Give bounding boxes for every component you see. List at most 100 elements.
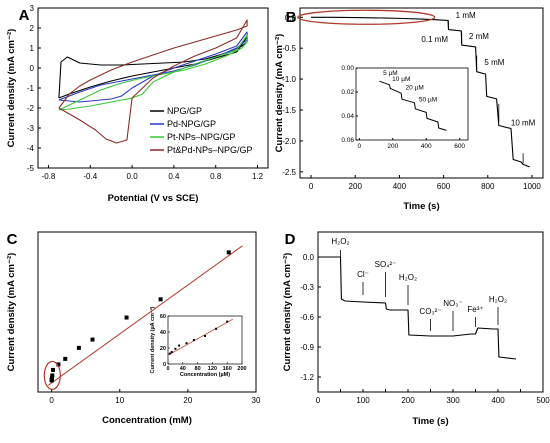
annotation-label: H₂O₂	[489, 295, 507, 304]
x-tick-label: 0.4	[168, 172, 180, 181]
data-point	[50, 367, 55, 372]
legend-label: Pt-NPs–NPG/GP	[167, 132, 236, 142]
x-tick-label: 0	[49, 396, 54, 405]
annotation-label: Cl⁻	[357, 270, 369, 279]
legend-label: Pt&Pd-NPs–NPG/GP	[167, 145, 253, 155]
x-tick-label: 1.2	[252, 172, 264, 181]
data-point	[158, 297, 163, 302]
y-tick-label: 1	[30, 44, 35, 53]
y-axis-label: Current density (mA cm⁻²)	[6, 29, 17, 148]
inset-x-tick-label: 40	[180, 366, 186, 372]
inset-y-tick-label: 0	[163, 362, 166, 368]
data-point	[124, 315, 129, 320]
inset-annotation-label: 20 µM	[406, 85, 424, 92]
y-tick-label: -0.9	[300, 343, 314, 352]
y-tick-label: -3	[27, 124, 35, 133]
plot-frame	[37, 7, 269, 169]
inset-data-point	[192, 339, 195, 341]
y-tick-label: -1	[27, 84, 35, 93]
inset-data-point	[170, 351, 173, 353]
x-tick-label: -0.4	[83, 172, 97, 181]
inset-y-tick-label: 0.04	[341, 113, 354, 120]
inset-x-tick-label: 200	[387, 143, 398, 150]
x-tick-label: 500	[536, 396, 550, 405]
x-tick-label: 0	[316, 396, 321, 405]
annotation-label: H₂O₂	[331, 237, 349, 246]
inset-y-tick-label: 20	[160, 346, 166, 352]
x-tick-label: 800	[481, 182, 495, 191]
x-tick-label: 30	[252, 396, 261, 405]
y-axis-label: Current density (mA cm⁻²)	[6, 253, 17, 372]
panel-label: D	[285, 231, 296, 248]
series-line	[318, 256, 517, 360]
inset-annotation-label: 50 µM	[419, 97, 437, 104]
inset-data-point	[178, 344, 181, 347]
panel-label: B	[286, 9, 297, 26]
y-axis-label: Current density (mA cm⁻²)	[274, 34, 285, 153]
y-tick-label: -1.2	[300, 373, 314, 382]
inset-x-tick-label: 0	[358, 143, 362, 150]
x-tick-label: 600	[437, 182, 451, 191]
series-line	[58, 31, 248, 103]
annotation-label: Fe³⁺	[467, 305, 483, 314]
x-tick-label: 400	[393, 182, 407, 191]
inset-x-tick-label: 120	[208, 366, 217, 372]
annotation-label: H₂O₂	[399, 273, 417, 282]
plot-frame	[299, 7, 544, 179]
annotation-label: 5 mM	[484, 58, 504, 67]
panel-a: -0.8 -0.4 0.0 0.4 0.8 1.2 -5 -4 -3 -2 -1 0 1 2 3 Potent…	[6, 4, 269, 204]
y-tick-label: -4	[27, 144, 35, 153]
annotation-label: 0.1 mM	[421, 35, 448, 44]
series-line	[311, 16, 530, 168]
inset-data-point	[215, 327, 218, 330]
panel-label: A	[19, 7, 30, 24]
x-axis-label: Time (s)	[403, 201, 439, 212]
data-point	[56, 362, 61, 367]
inset-fit-line	[167, 318, 233, 356]
data-point	[50, 373, 55, 378]
inset-x-tick-label: 160	[223, 366, 232, 372]
annotation-label: 2 mM	[469, 32, 489, 41]
highlight-ellipse	[43, 360, 61, 391]
plot-frame	[37, 231, 257, 393]
inset-frame	[355, 67, 469, 141]
inset-series-line	[379, 80, 447, 131]
inset-x-tick-label: 600	[454, 143, 465, 150]
y-tick-label: -5	[27, 164, 35, 173]
x-tick-label: 0	[309, 182, 314, 191]
y-tick-label: 2	[30, 24, 35, 33]
y-tick-label: -0.3	[300, 283, 314, 292]
y-tick-label: -1.5	[282, 106, 296, 115]
legend-label: NPG/GP	[167, 106, 202, 116]
x-tick-label: 0.0	[127, 172, 139, 181]
data-point	[226, 250, 231, 255]
inset-data-point	[204, 335, 206, 337]
legend-label: Pd-NPG/GP	[167, 119, 216, 129]
inset-y-tick-label: 60	[160, 314, 166, 320]
x-axis-label: Concentration (mM)	[102, 415, 192, 426]
inset-y-tick-label: 0.02	[341, 89, 354, 96]
x-tick-label: 0.8	[210, 172, 222, 181]
annotation-label: CO₃²⁻	[419, 307, 441, 316]
annotation-label: SO₄²⁻	[375, 260, 397, 269]
y-tick-label: -1.0	[282, 75, 296, 84]
inset-data-point	[226, 320, 229, 323]
data-point	[76, 345, 81, 350]
inset-x-tick-label: 80	[195, 366, 201, 372]
x-tick-label: 20	[183, 396, 192, 405]
highlight-ellipse	[297, 9, 436, 25]
y-tick-label: -2.5	[282, 168, 296, 177]
y-tick-label: 0.0	[285, 13, 297, 22]
x-tick-label: 100	[356, 396, 370, 405]
data-point	[63, 356, 68, 361]
x-axis-label: Time (s)	[412, 416, 448, 427]
y-tick-label: -0.6	[300, 313, 314, 322]
panel-label: C	[7, 231, 18, 248]
panel-c: 0 10 20 30 Concentration (mM) Current density…	[6, 231, 261, 426]
inset-annotation-label: 10 µM	[392, 76, 410, 83]
fit-line	[47, 245, 243, 386]
y-tick-label: -2	[27, 104, 35, 113]
y-tick-label: -2.0	[282, 137, 296, 146]
annotation-label: 1 mM	[456, 11, 476, 20]
x-tick-label: -0.8	[42, 172, 56, 181]
